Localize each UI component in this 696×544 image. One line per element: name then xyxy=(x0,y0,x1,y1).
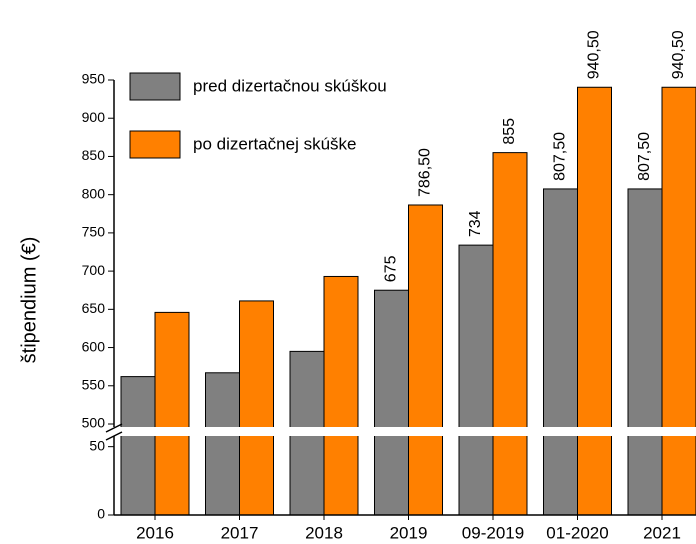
y-tick-label: 700 xyxy=(82,262,106,278)
value-label: 734 xyxy=(467,210,484,237)
value-label: 855 xyxy=(501,118,518,145)
break-mark xyxy=(105,423,123,433)
bar xyxy=(627,188,663,516)
y-tick-label: 650 xyxy=(82,300,106,316)
y-tick-label: 850 xyxy=(82,147,106,163)
legend-swatch xyxy=(129,130,181,159)
value-label: 675 xyxy=(383,255,400,282)
value-label: 786,50 xyxy=(417,148,434,197)
y-tick-label: 600 xyxy=(82,338,106,354)
bar xyxy=(374,289,409,516)
x-tick-label: 2016 xyxy=(136,523,174,542)
bar xyxy=(154,311,190,516)
value-label: 940,50 xyxy=(670,30,687,79)
legend-swatch xyxy=(129,72,181,101)
value-label: 807,50 xyxy=(552,132,569,181)
bar xyxy=(458,244,494,516)
y-tick-label: 950 xyxy=(82,71,106,87)
x-tick-label: 01-2020 xyxy=(546,523,608,542)
axis-break xyxy=(100,427,696,436)
bar xyxy=(661,86,696,516)
bar xyxy=(205,372,240,516)
y-tick-label: 550 xyxy=(82,376,106,392)
bar xyxy=(543,188,578,516)
y-tick-label: 900 xyxy=(82,109,106,125)
legend-label: po dizertačnej skúške xyxy=(193,134,356,153)
bar xyxy=(577,86,612,516)
bar xyxy=(239,300,274,516)
x-tick-label: 09-2019 xyxy=(462,523,524,542)
y-tick-label: 50 xyxy=(89,437,105,453)
break-mark xyxy=(105,431,123,441)
value-label: 940,50 xyxy=(586,30,603,79)
value-label: 807,50 xyxy=(636,132,653,181)
bar xyxy=(323,275,359,516)
x-tick-label: 2019 xyxy=(390,523,428,542)
x-tick-label: 2018 xyxy=(305,523,343,542)
bar xyxy=(120,376,156,516)
y-tick-label: 0 xyxy=(97,506,105,522)
y-tick-label: 750 xyxy=(82,224,106,240)
bar xyxy=(492,152,528,516)
bar xyxy=(408,204,443,516)
legend-label: pred dizertačnou skúškou xyxy=(193,76,387,95)
y-axis-label: štipendium (€) xyxy=(18,237,40,364)
y-tick-label: 800 xyxy=(82,185,106,201)
y-tick-label: 500 xyxy=(82,415,106,431)
x-tick-label: 2021 xyxy=(643,523,681,542)
x-tick-label: 2017 xyxy=(221,523,259,542)
